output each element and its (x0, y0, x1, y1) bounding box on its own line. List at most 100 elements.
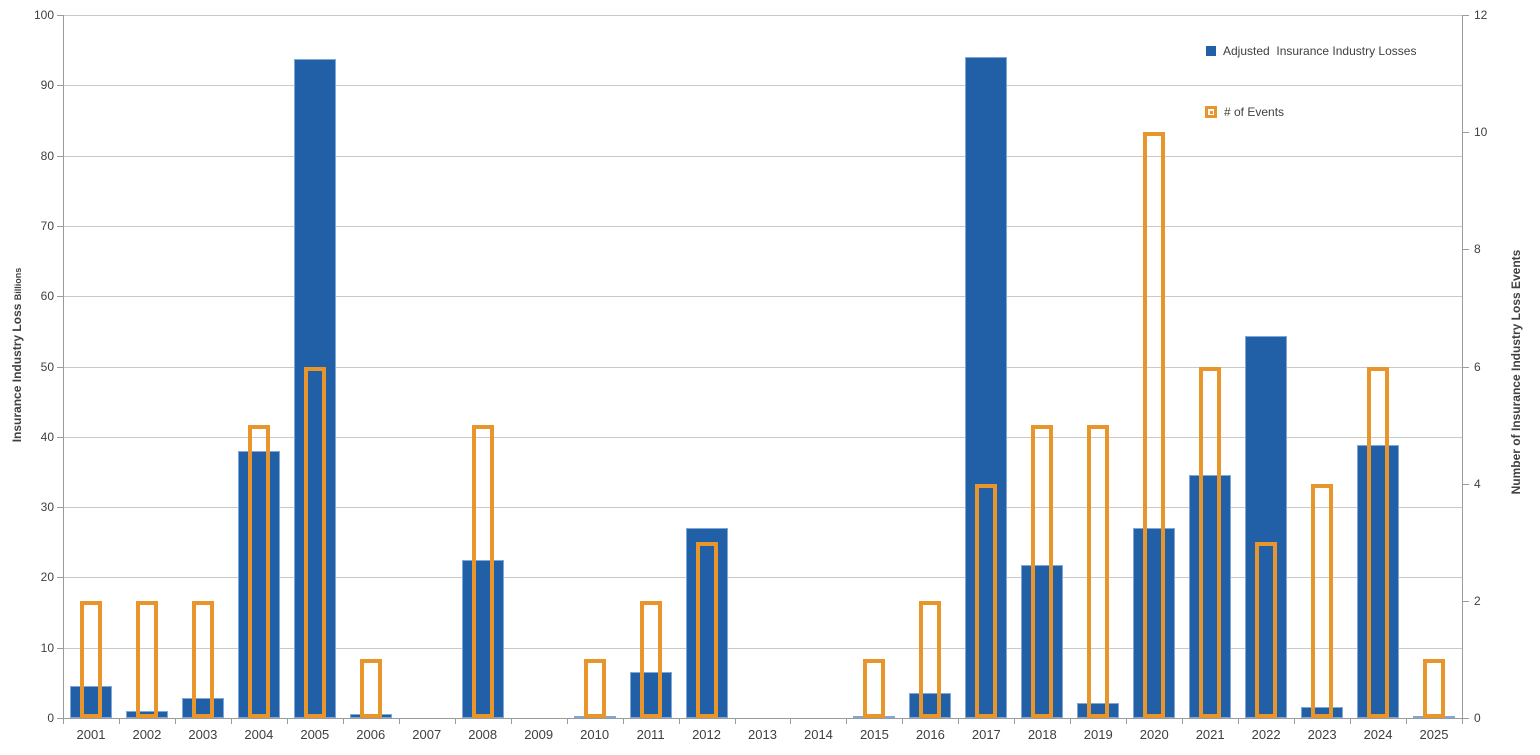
right-axis-tick-label: 6 (1474, 359, 1481, 374)
bar-events-2022 (1255, 542, 1278, 718)
bar-losses-2017 (965, 57, 1008, 718)
bar-events-2024 (1367, 366, 1390, 718)
bar-events-2004 (247, 425, 270, 718)
x-axis-tick (1294, 719, 1296, 724)
x-axis-label-2002: 2002 (132, 727, 162, 742)
bar-events-2019 (1087, 425, 1110, 718)
right-axis-tick (1463, 483, 1469, 485)
gridline-100 (63, 15, 1462, 16)
bar-events-2018 (1031, 425, 1054, 718)
gridline-70 (63, 225, 1462, 227)
x-axis-tick (1462, 719, 1463, 724)
bar-losses-2008 (461, 559, 504, 718)
bar-losses-2022 (1245, 336, 1288, 718)
x-axis-tick (1406, 719, 1408, 724)
gridline-60 (63, 296, 1462, 298)
x-axis-label-2001: 2001 (76, 727, 106, 742)
x-axis-tick (1238, 719, 1240, 724)
x-axis-tick (678, 719, 680, 724)
left-axis-line (63, 15, 64, 719)
bar-events-2015 (863, 659, 886, 718)
bar-events-2016 (919, 600, 942, 718)
right-axis-line (1462, 15, 1463, 719)
x-axis-tick (1182, 719, 1184, 724)
bar-losses-2024 (1357, 445, 1400, 718)
left-axis-tick (57, 436, 63, 438)
x-axis-label-2013: 2013 (748, 727, 777, 742)
x-axis-tick (1014, 719, 1016, 724)
x-axis-label-2017: 2017 (971, 727, 1001, 742)
x-axis-label-2024: 2024 (1363, 727, 1393, 742)
x-axis-label-2009: 2009 (524, 727, 554, 742)
right-axis-tick-label: 12 (1474, 8, 1488, 22)
right-axis-tick (1463, 600, 1469, 602)
right-axis-tick (1463, 718, 1469, 719)
x-axis-tick (510, 719, 512, 724)
x-axis-label-2016: 2016 (915, 727, 945, 742)
x-axis-label-2008: 2008 (468, 727, 498, 742)
gridline-10 (63, 647, 1462, 649)
left-axis-tick-label: 80 (40, 148, 54, 163)
bar-losses-2018 (1021, 565, 1064, 718)
left-axis-tick (57, 718, 63, 719)
x-axis-tick (454, 719, 456, 724)
x-axis-tick (230, 719, 232, 724)
bar-losses-2001 (69, 686, 112, 718)
left-axis-tick (57, 647, 63, 649)
right-axis-title-text: Number of Insurance Industry Loss Events (1509, 249, 1523, 495)
left-axis-tick-label: 60 (40, 289, 54, 304)
bar-losses-2004 (237, 450, 280, 718)
bar-losses-2020 (1133, 528, 1176, 718)
left-axis-tick-label: 30 (40, 500, 54, 515)
bar-events-2002 (135, 600, 158, 718)
left-axis-tick-label: 0 (47, 711, 54, 725)
bar-losses-2021 (1189, 474, 1232, 718)
left-axis-tick-label: 10 (40, 640, 54, 655)
right-axis-tick (1463, 366, 1469, 368)
bar-events-2010 (583, 659, 606, 718)
left-axis-tick (57, 225, 63, 227)
gridline-80 (63, 155, 1462, 157)
x-axis-label-2010: 2010 (580, 727, 610, 742)
gridline-50 (63, 366, 1462, 368)
bar-events-2023 (1311, 483, 1334, 718)
x-axis-label-2022: 2022 (1251, 727, 1281, 742)
left-axis-tick-label: 90 (40, 78, 54, 93)
bar-losses-2012 (685, 528, 728, 718)
losses-legend-swatch-icon (1206, 46, 1216, 56)
x-axis-label-2014: 2014 (803, 727, 833, 742)
bar-events-2012 (695, 542, 718, 718)
x-axis-label-2025: 2025 (1419, 727, 1449, 742)
right-axis-tick-label: 2 (1474, 593, 1481, 608)
bar-events-2011 (639, 600, 662, 718)
x-axis-tick (566, 719, 568, 724)
x-axis-label-2006: 2006 (356, 727, 386, 742)
x-axis-label-2020: 2020 (1139, 727, 1169, 742)
events-legend-label: # of Events (1224, 105, 1285, 119)
x-axis-tick (902, 719, 904, 724)
right-axis-tick-label: 8 (1474, 242, 1481, 257)
right-axis-tick (1463, 132, 1469, 134)
left-axis-tick-label: 50 (40, 359, 54, 374)
events-legend-swatch-icon (1205, 106, 1217, 118)
right-axis-tick (1463, 15, 1469, 16)
left-axis-tick (57, 366, 63, 368)
bar-events-2005 (303, 366, 326, 718)
x-axis-label-2003: 2003 (188, 727, 218, 742)
left-axis-tick (57, 15, 63, 16)
left-axis-tick (57, 85, 63, 87)
right-axis-tick-label: 0 (1474, 711, 1481, 725)
x-axis-label-2021: 2021 (1195, 727, 1225, 742)
right-axis-title: Number of Insurance Industry Loss Events (1509, 250, 1523, 495)
left-axis-tick (57, 296, 63, 298)
losses-legend-label: Adjusted Insurance Industry Losses (1223, 44, 1417, 58)
x-axis-label-2019: 2019 (1083, 727, 1113, 742)
right-axis-tick-label: 10 (1474, 125, 1488, 140)
gridline-20 (63, 577, 1462, 579)
bar-events-2017 (975, 483, 998, 718)
x-axis-tick (286, 719, 288, 724)
x-axis-tick (622, 719, 624, 724)
right-axis-tick-label: 4 (1474, 476, 1481, 491)
x-axis-tick (1070, 719, 1072, 724)
